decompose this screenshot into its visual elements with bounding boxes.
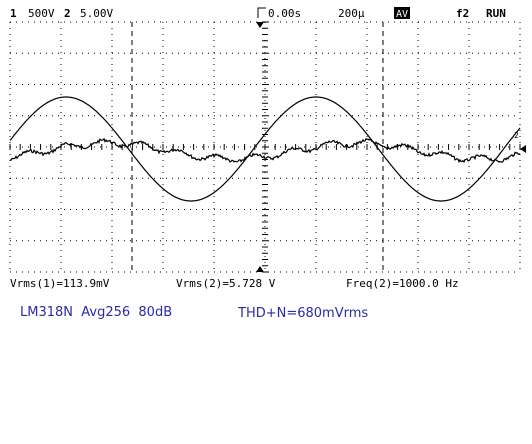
run-status: RUN [486,7,506,20]
level-label: 2 [514,131,519,140]
graticule [9,21,521,273]
thd-note: THD+N=680mVrms [237,306,368,321]
delay-icon [257,7,266,18]
delay: 0.00s [268,7,301,20]
channel-2-trace [9,96,521,202]
measurement: Vrms(2)=5.728 V [176,277,276,290]
ch1-scale: 500V [28,7,55,20]
trigger-source: f2 [456,7,469,20]
mode-box [394,7,410,19]
ch1-label: 1 [10,7,17,20]
level-marker [520,145,526,153]
ch2-label: 2 [64,7,71,20]
measurement: Vrms(1)=113.9mV [10,277,110,290]
ch2-scale: 5.00V [80,7,113,20]
timebase: 200µ [338,7,365,20]
measurement: Freq(2)=1000.0 Hz [346,277,459,290]
channel-1-trace [10,137,521,164]
device-note: LM318N Avg256 80dB [20,305,172,320]
mode: AV [396,9,408,20]
